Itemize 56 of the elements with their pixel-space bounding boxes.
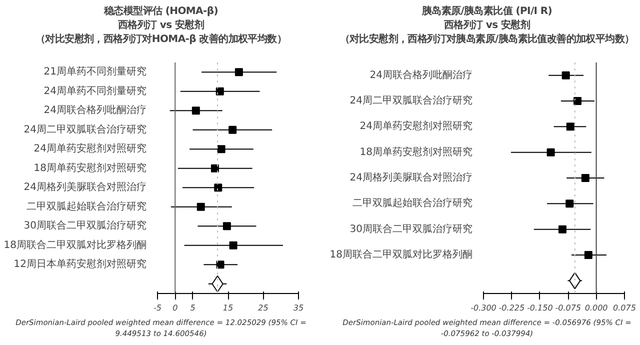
x-tick-label: -0.075 — [555, 304, 581, 312]
y-tick-label: 30周联合二甲双胍治疗研究 — [350, 222, 473, 235]
point — [222, 222, 231, 230]
text: 西格列汀 vs 安慰剂 — [444, 20, 530, 31]
y-tick-label: 24周格列美脲联合对照治疗 — [24, 181, 147, 194]
point — [214, 184, 222, 192]
text: （对比安慰剂，西格列汀对HOMA-β 改善的加权平均数） — [36, 34, 286, 45]
x-tick-label: 25 — [258, 304, 268, 312]
x-tick-label: 5 — [190, 304, 196, 312]
x-tick-label: -0.150 — [527, 304, 553, 312]
x-tick-label: 35 — [293, 304, 304, 312]
y-tick-label: 24周单药安慰剂对照研究 — [34, 142, 147, 155]
y-tick-label: 24周格列美脲联合对照治疗 — [350, 172, 473, 184]
y-tick-label: 二甲双胍起始联合治疗研究 — [352, 197, 472, 210]
point — [228, 126, 237, 134]
y-tick-label: 24周单药不同剂量研究 — [44, 84, 147, 97]
point — [558, 225, 566, 234]
point — [216, 87, 224, 96]
x-tick-label: -0.225 — [498, 304, 525, 312]
y-tick-label: 24周二甲双胍联合治疗研究 — [350, 94, 473, 106]
chart-title: 稳态模型评估 (HOMA-β) — [104, 6, 218, 17]
chart-title: 胰岛素原/胰岛素比值 (PI/I R) — [422, 6, 552, 17]
x-tick-label: 0.000 — [584, 304, 608, 312]
point — [196, 202, 205, 211]
y-tick-label: 12周日本单药安慰剂对照研究 — [14, 258, 147, 270]
x-tick-label: 0.075 — [613, 304, 636, 312]
point — [217, 145, 226, 154]
point — [210, 164, 219, 172]
point — [216, 260, 224, 269]
y-tick-label: 24周单药安慰剂对照研究 — [360, 120, 473, 132]
point — [566, 122, 574, 131]
y-tick-label: 21周单药不同剂量研究 — [44, 66, 147, 78]
y-tick-label: 二甲双胍起始联合治疗研究 — [26, 200, 146, 212]
y-tick-label: 18周联合二甲双胍对比罗格列酮 — [4, 238, 147, 251]
x-tick-label: 15 — [222, 304, 234, 312]
point — [584, 251, 592, 259]
text: （对比安慰剂，西格列汀对胰岛素原/胰岛素比值改善的加权平均数） — [340, 34, 634, 45]
y-tick-label: 24周二甲双胍联合治疗研究 — [24, 123, 147, 136]
point — [566, 200, 574, 208]
y-tick-label: 18周单药安慰剂对照研究 — [360, 146, 473, 158]
y-tick-label: 24周联合格列吡酮治疗 — [44, 104, 147, 116]
y-tick-label: 24周联合格列吡酮治疗 — [370, 68, 473, 81]
x-tick-label: 0 — [172, 304, 178, 312]
point — [581, 174, 590, 182]
y-tick-label: 30周联合二甲双胍治疗研究 — [24, 220, 147, 232]
text: 西格列汀 vs 安慰剂 — [118, 20, 204, 31]
point — [546, 148, 555, 156]
x-tick-label: -0.300 — [470, 304, 496, 312]
point — [562, 71, 570, 80]
y-tick-label: 18周单药安慰剂对照研究 — [34, 162, 147, 174]
point — [192, 106, 200, 115]
y-tick-label: 18周联合二甲双胍对比罗格列酮 — [330, 248, 473, 260]
x-tick-label: -5 — [154, 304, 162, 312]
point — [234, 68, 243, 76]
point — [229, 241, 238, 250]
point — [574, 97, 582, 105]
